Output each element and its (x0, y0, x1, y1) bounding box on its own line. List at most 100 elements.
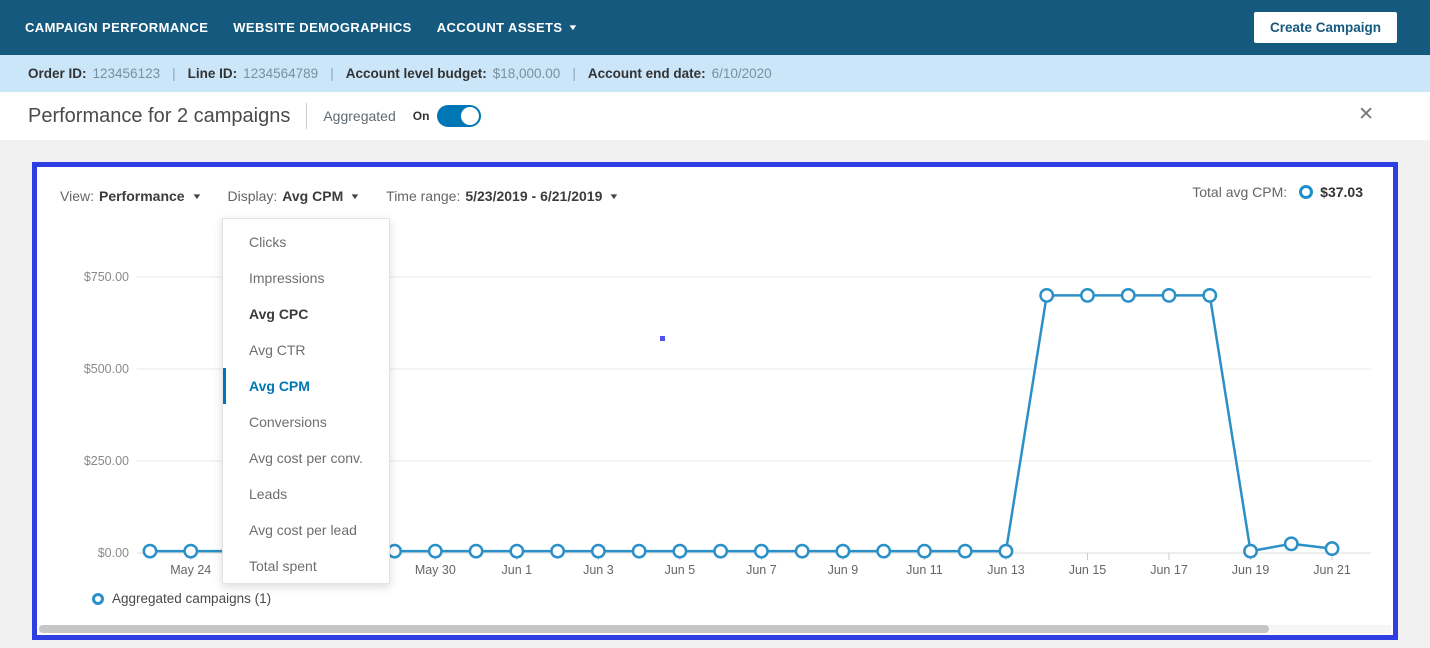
aggregated-toggle[interactable] (437, 105, 482, 127)
x-tick-label: Jun 21 (1313, 563, 1351, 577)
y-tick-label: $500.00 (84, 362, 129, 376)
cursor-dot (660, 336, 665, 341)
display-option-conversions[interactable]: Conversions (249, 414, 327, 430)
data-point-jun-5[interactable] (672, 543, 688, 559)
x-tick-label: Jun 13 (987, 563, 1025, 577)
data-point-jun-19[interactable] (1243, 543, 1258, 559)
series-marker-icon (1299, 185, 1314, 199)
data-point-jun-6[interactable] (713, 543, 729, 559)
data-point-may-29[interactable] (387, 543, 403, 559)
display-option-total-spent[interactable]: Total spent (249, 558, 317, 574)
data-point-may-31[interactable] (468, 543, 484, 559)
caret-down-icon: ▼ (190, 191, 203, 201)
account-level-budget-value: $18,000.00 (492, 66, 561, 81)
data-point-may-23[interactable] (142, 543, 158, 559)
chart-controls: View: Performance ▼ Display: Avg CPM ▼ T… (60, 184, 645, 208)
display-selector[interactable]: Display: Avg CPM ▼ (227, 188, 361, 204)
field-separator: | (572, 66, 576, 81)
time-range-selector[interactable]: Time range: 5/23/2019 - 6/21/2019 ▼ (386, 188, 620, 204)
data-point-jun-4[interactable] (631, 543, 647, 559)
aggregated-label: Aggregated (323, 108, 396, 124)
y-tick-label: $750.00 (84, 270, 129, 284)
view-value: Performance (98, 188, 185, 204)
data-point-jun-2[interactable] (550, 543, 566, 559)
data-point-jun-11[interactable] (916, 543, 932, 559)
nav-tab-website-demographics[interactable]: WEBSITE DEMOGRAPHICS (233, 20, 411, 35)
display-option-avg-cpc[interactable]: Avg CPC (249, 306, 309, 322)
account-level-budget-label: Account level budget: (345, 66, 487, 81)
nav-tab-campaign-performance[interactable]: CAMPAIGN PERFORMANCE (25, 20, 208, 35)
line-id-value: 1234564789 (243, 66, 319, 81)
line-id-label: Line ID: (187, 66, 238, 81)
display-option-avg-cost-per-conv[interactable]: Avg cost per conv. (249, 450, 363, 466)
field-separator: | (330, 66, 334, 81)
data-point-jun-12[interactable] (957, 543, 973, 559)
order-id-value: 123456123 (92, 66, 161, 81)
data-point-jun-16[interactable] (1120, 287, 1136, 303)
caret-down-icon: ▼ (608, 191, 620, 201)
chart-card: View: Performance ▼ Display: Avg CPM ▼ T… (32, 162, 1398, 640)
data-point-may-24[interactable] (183, 543, 199, 559)
account-end-date-label: Account end date: (587, 66, 706, 81)
total-avg-cpm-value: $37.03 (1320, 184, 1363, 200)
x-tick-label: Jun 1 (502, 563, 533, 577)
x-tick-label: Jun 9 (828, 563, 859, 577)
data-point-jun-3[interactable] (590, 543, 606, 559)
data-point-jun-14[interactable] (1039, 287, 1055, 303)
x-tick-label: Jun 3 (583, 563, 614, 577)
nav-tab-label: CAMPAIGN PERFORMANCE (25, 20, 209, 35)
data-point-jun-13[interactable] (998, 543, 1014, 559)
x-tick-label: Jun 5 (665, 563, 696, 577)
x-tick-label: Jun 17 (1150, 563, 1188, 577)
order-id-label: Order ID: (28, 66, 87, 81)
data-point-jun-18[interactable] (1202, 287, 1218, 303)
data-point-jun-20[interactable] (1283, 536, 1299, 552)
x-tick-label: Jun 15 (1069, 563, 1107, 577)
top-nav: CAMPAIGN PERFORMANCE WEBSITE DEMOGRAPHICS… (0, 0, 1430, 55)
display-option-avg-ctr[interactable]: Avg CTR (249, 342, 306, 358)
data-point-jun-9[interactable] (835, 543, 851, 559)
data-point-jun-15[interactable] (1080, 287, 1095, 303)
legend-marker-icon (92, 592, 104, 605)
vertical-divider (306, 103, 308, 129)
data-point-jun-21[interactable] (1324, 541, 1340, 557)
toggle-state-label: On (412, 109, 430, 123)
total-avg-cpm-label: Total avg CPM: (1192, 184, 1288, 200)
display-value: Avg CPM (282, 188, 344, 204)
data-point-jun-17[interactable] (1161, 287, 1177, 303)
display-label: Display: (227, 188, 278, 204)
page-title: Performance for 2 campaigns (28, 104, 291, 127)
data-point-may-30[interactable] (427, 543, 443, 559)
performance-header: Performance for 2 campaigns Aggregated O… (0, 92, 1430, 140)
x-tick-label: Jun 7 (746, 563, 777, 577)
field-separator: | (172, 66, 176, 81)
caret-down-icon: ▼ (567, 23, 580, 32)
data-point-jun-7[interactable] (753, 543, 769, 559)
toggle-knob-icon (461, 107, 480, 125)
data-point-jun-10[interactable] (876, 543, 892, 559)
display-option-avg-cpm[interactable]: Avg CPM (223, 368, 389, 404)
display-option-avg-cost-per-lead[interactable]: Avg cost per lead (249, 522, 357, 538)
close-icon[interactable]: ✕ (1358, 104, 1374, 125)
data-point-jun-8[interactable] (794, 543, 810, 559)
legend-label: Aggregated campaigns (1) (112, 591, 272, 606)
horizontal-scrollbar[interactable] (39, 625, 1391, 633)
create-campaign-button[interactable]: Create Campaign (1253, 12, 1397, 43)
scrollbar-thumb[interactable] (39, 625, 1270, 633)
x-tick-label: May 30 (415, 563, 456, 577)
display-option-impressions[interactable]: Impressions (249, 270, 325, 286)
x-tick-label: Jun 11 (906, 563, 943, 577)
x-tick-label: May 24 (170, 563, 211, 577)
time-range-value: 5/23/2019 - 6/21/2019 (465, 188, 603, 204)
data-point-jun-1[interactable] (509, 543, 525, 559)
nav-tab-label: ACCOUNT ASSETS (436, 20, 563, 35)
display-option-clicks[interactable]: Clicks (249, 234, 287, 250)
account-info-bar: Order ID: 123456123 | Line ID: 1234564789 | Ac… (0, 55, 1430, 92)
caret-down-icon: ▼ (349, 191, 361, 201)
view-selector[interactable]: View: Performance ▼ (60, 188, 203, 204)
nav-tab-account-assets[interactable]: ACCOUNT ASSETS ▼ (436, 20, 580, 35)
y-tick-label: $250.00 (84, 454, 129, 468)
total-avg-cpm: Total avg CPM: $37.03 (1192, 184, 1363, 200)
chart-legend[interactable]: Aggregated campaigns (1) (92, 591, 271, 606)
display-option-leads[interactable]: Leads (249, 486, 288, 502)
